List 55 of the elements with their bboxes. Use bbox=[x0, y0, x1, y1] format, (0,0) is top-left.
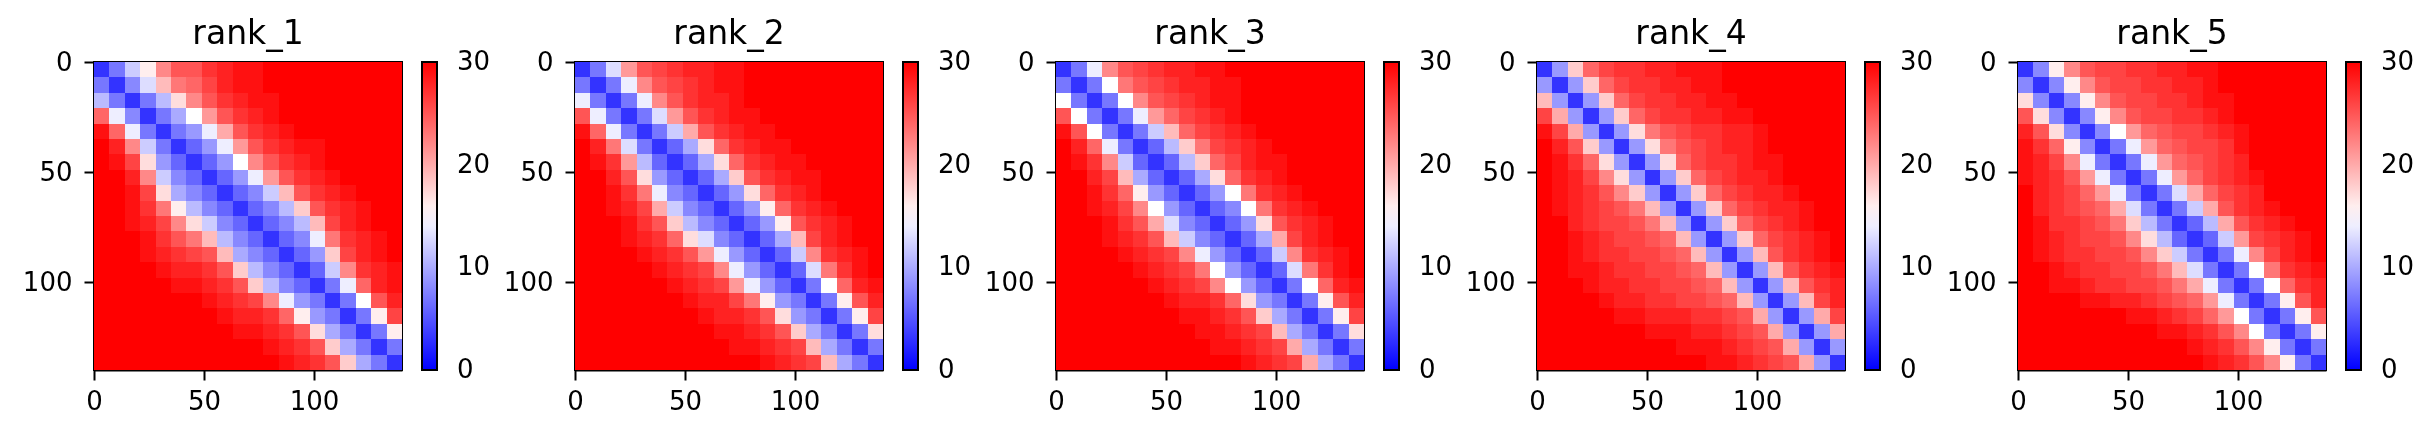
color-bar-label: 30 bbox=[2381, 46, 2415, 76]
color-bar-label: 10 bbox=[938, 251, 972, 282]
x-tick-label: 0 bbox=[567, 385, 584, 416]
x-tick-label: 50 bbox=[1149, 385, 1184, 416]
y-tick-label: 0 bbox=[1498, 46, 1516, 77]
x-tick-label: 50 bbox=[187, 385, 222, 416]
color-bar-label: 10 bbox=[457, 251, 491, 282]
color-bar-label: 0 bbox=[1419, 354, 1436, 384]
color-bar-label: 30 bbox=[1419, 46, 1453, 76]
y-tick-label: 100 bbox=[984, 266, 1035, 297]
y-tick-label: 0 bbox=[1979, 46, 1997, 77]
x-tick-label: 0 bbox=[86, 385, 103, 416]
y-tick-label: 50 bbox=[1001, 156, 1035, 187]
x-tick-label: 0 bbox=[2010, 385, 2027, 416]
y-tick-label: 100 bbox=[1946, 266, 1997, 297]
y-tick-label: 50 bbox=[1482, 156, 1516, 187]
color-bar-label: 20 bbox=[1900, 148, 1934, 179]
x-tick-label: 50 bbox=[2111, 385, 2146, 416]
x-tick-label: 50 bbox=[1630, 385, 1665, 416]
y-tick-label: 0 bbox=[1017, 46, 1035, 77]
x-tick-label: 100 bbox=[1732, 385, 1783, 416]
color-bar-label: 10 bbox=[2381, 251, 2415, 282]
y-tick-label: 100 bbox=[1465, 266, 1516, 297]
color-bar-label: 30 bbox=[1900, 46, 1934, 76]
chart-title: rank_1 bbox=[192, 13, 304, 52]
chart-title: rank_5 bbox=[2116, 13, 2228, 52]
color-bar-label: 20 bbox=[1419, 148, 1453, 179]
color-bar-label: 20 bbox=[457, 148, 491, 179]
color-bar-label: 30 bbox=[457, 46, 491, 76]
x-tick-label: 100 bbox=[1251, 385, 1302, 416]
y-tick-label: 100 bbox=[503, 266, 554, 297]
color-bar-label: 20 bbox=[938, 148, 972, 179]
color-bar-label: 0 bbox=[938, 354, 955, 384]
y-tick-label: 50 bbox=[520, 156, 554, 187]
color-bar-label: 10 bbox=[1900, 251, 1934, 282]
chart-title: rank_4 bbox=[1635, 13, 1747, 52]
color-bar-label: 10 bbox=[1419, 251, 1453, 282]
y-tick-label: 100 bbox=[22, 266, 73, 297]
chart-title: rank_2 bbox=[673, 13, 785, 52]
x-tick-label: 50 bbox=[668, 385, 703, 416]
x-tick-label: 100 bbox=[289, 385, 340, 416]
x-tick-label: 100 bbox=[2213, 385, 2264, 416]
color-bar-label: 0 bbox=[2381, 354, 2398, 384]
color-bar-label: 0 bbox=[1900, 354, 1917, 384]
x-tick-label: 0 bbox=[1529, 385, 1546, 416]
y-tick-label: 0 bbox=[55, 46, 73, 77]
y-tick-label: 0 bbox=[536, 46, 554, 77]
chart-title: rank_3 bbox=[1154, 13, 1266, 52]
y-tick-label: 50 bbox=[39, 156, 73, 187]
color-bar-label: 30 bbox=[938, 46, 972, 76]
x-tick-label: 0 bbox=[1048, 385, 1065, 416]
color-bar-label: 0 bbox=[457, 354, 474, 384]
y-tick-label: 50 bbox=[1963, 156, 1997, 187]
color-bar-label: 20 bbox=[2381, 148, 2415, 179]
x-tick-label: 100 bbox=[770, 385, 821, 416]
